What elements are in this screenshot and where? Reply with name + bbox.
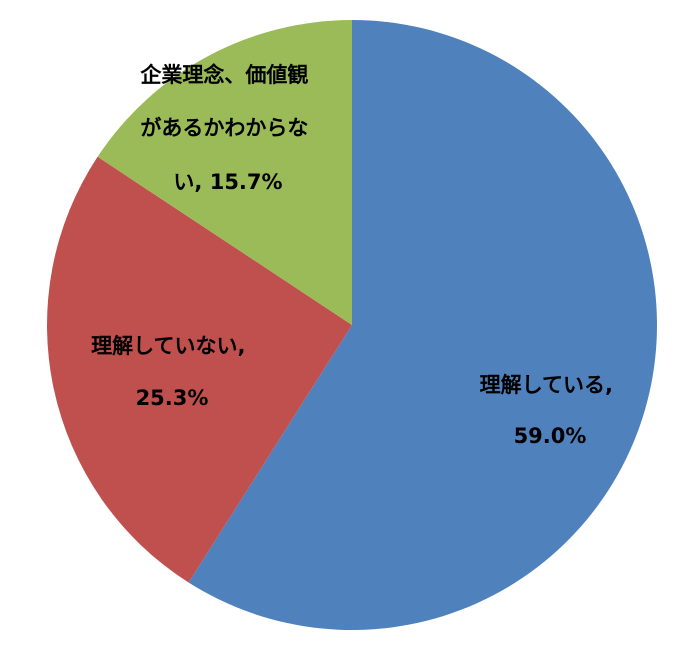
slice-label-understand-line-2: 59.0% bbox=[514, 424, 587, 448]
slice-label-understand-line-1: 理解している, bbox=[480, 373, 613, 397]
pie-slice-understand bbox=[188, 20, 657, 630]
slice-label-understand: 理解している, 59.0% bbox=[480, 373, 621, 448]
pie-slice-not-understand bbox=[47, 156, 352, 583]
slice-label-not-understand: 理解していない, 25.3% bbox=[91, 334, 253, 410]
slice-label-not-understand-line-1: 理解していない, bbox=[91, 334, 245, 358]
slice-label-not-understand-line-2: 25.3% bbox=[136, 386, 209, 410]
pie-slice-unknown bbox=[97, 20, 352, 325]
slice-label-unknown-line-1: 企業理念、価値観 bbox=[139, 63, 308, 87]
slice-label-unknown-line-3: い, 15.7% bbox=[173, 170, 282, 194]
slice-label-unknown-line-2: があるかわからな bbox=[140, 116, 308, 140]
slice-label-unknown: 企業理念、価値観 があるかわからな い, 15.7% bbox=[139, 63, 315, 194]
pie-slices bbox=[47, 20, 657, 630]
pie-labels: 理解している, 59.0% 理解していない, 25.3% 企業理念、価値観 があ… bbox=[91, 63, 621, 448]
